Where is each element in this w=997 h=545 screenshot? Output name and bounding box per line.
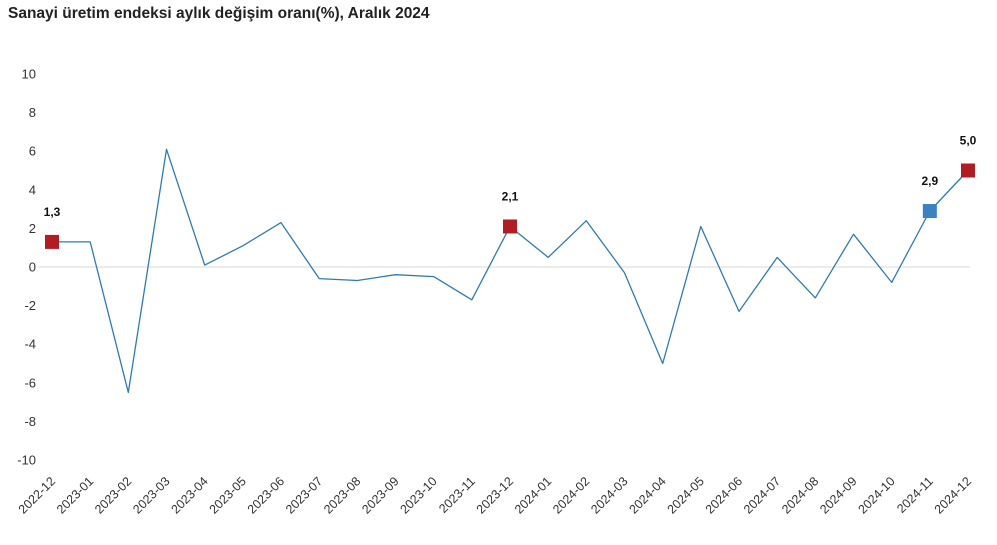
x-tick-label: 2024-01 — [512, 474, 554, 516]
x-tick-label: 2023-12 — [474, 474, 516, 516]
y-tick-label: -6 — [24, 375, 36, 390]
x-tick-label: 2023-05 — [207, 474, 249, 516]
x-tick-label: 2024-02 — [550, 474, 592, 516]
x-tick-label: 2024-03 — [588, 474, 630, 516]
x-tick-label: 2024-09 — [817, 474, 859, 516]
x-tick-label: 2023-10 — [397, 474, 439, 516]
x-tick-label: 2024-07 — [741, 474, 783, 516]
x-tick-label: 2023-08 — [321, 474, 363, 516]
x-tick-label: 2022-12 — [16, 474, 58, 516]
y-tick-label: -4 — [24, 337, 36, 352]
x-tick-label: 2023-03 — [130, 474, 172, 516]
data-label: 2,1 — [502, 189, 519, 203]
data-label: 5,0 — [960, 134, 977, 148]
y-tick-label: 6 — [29, 144, 36, 159]
y-tick-label: 2 — [29, 221, 36, 236]
x-tick-label: 2024-04 — [626, 474, 668, 516]
y-tick-label: -8 — [24, 414, 36, 429]
y-tick-label: 8 — [29, 105, 36, 120]
highlight-marker — [503, 219, 517, 234]
x-tick-label: 2024-10 — [855, 474, 897, 516]
x-tick-label: 2023-07 — [283, 474, 325, 516]
data-label: 1,3 — [44, 205, 61, 219]
highlight-marker — [922, 204, 937, 219]
x-tick-label: 2023-11 — [436, 474, 478, 516]
chart-title: Sanayi üretim endeksi aylık değişim oran… — [8, 5, 430, 22]
series-line — [52, 148, 969, 394]
x-tick-label: 2023-04 — [168, 474, 210, 516]
y-tick-label: -2 — [24, 298, 36, 313]
x-tick-label: 2023-09 — [359, 474, 401, 516]
highlight-marker — [45, 234, 59, 249]
x-tick-label: 2023-06 — [245, 474, 287, 516]
x-tick-label: 2024-08 — [779, 474, 821, 516]
y-tick-label: 10 — [22, 67, 36, 82]
y-tick-label: 4 — [29, 182, 36, 197]
x-tick-label: 2023-02 — [92, 474, 134, 516]
y-tick-label: 0 — [29, 260, 36, 275]
x-tick-label: 2024-12 — [932, 474, 974, 516]
x-tick-label: 2024-06 — [703, 474, 745, 516]
x-tick-label: 2024-11 — [894, 474, 936, 516]
data-label: 2,9 — [921, 174, 938, 188]
highlight-marker — [961, 163, 975, 178]
x-tick-label: 2023-01 — [54, 474, 96, 516]
y-tick-label: -10 — [17, 453, 36, 468]
x-tick-label: 2024-05 — [665, 474, 707, 516]
